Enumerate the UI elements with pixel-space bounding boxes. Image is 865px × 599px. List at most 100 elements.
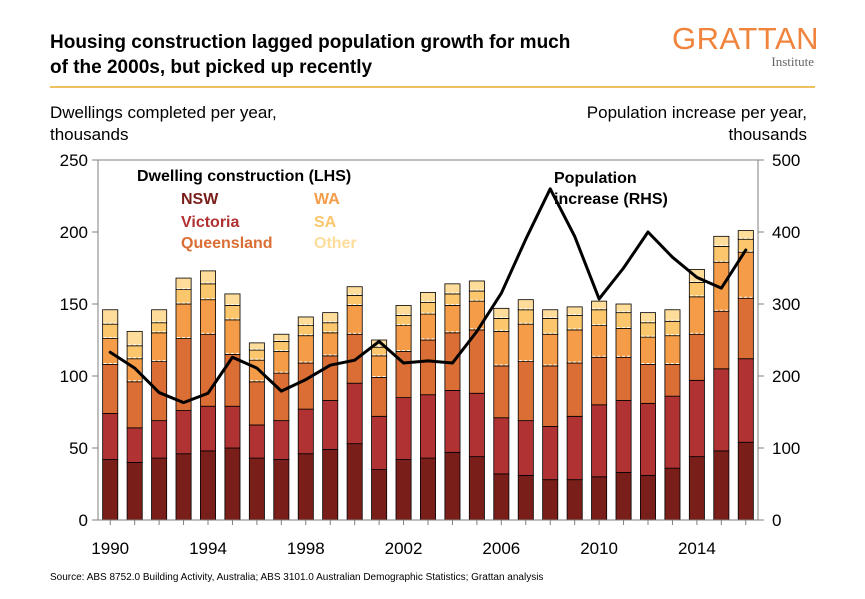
bar-queensland-2011 bbox=[615, 356, 632, 401]
bar-queensland-2012 bbox=[640, 364, 656, 404]
bar-queensland-1991 bbox=[126, 381, 143, 429]
chart-title: Housing construction lagged population g… bbox=[50, 30, 670, 80]
bar-other-1992 bbox=[151, 309, 168, 324]
bar-other-1991 bbox=[126, 330, 143, 347]
bar-sa-1992 bbox=[151, 322, 168, 334]
bar-other-2009 bbox=[566, 306, 583, 316]
chart-axes: 0 50 100 150 200 250 0 100 200 300 400 500 1990 1994 1… bbox=[60, 151, 801, 558]
bar-other-1999 bbox=[322, 312, 339, 324]
bar-sa-1990 bbox=[102, 323, 119, 339]
header-divider bbox=[50, 86, 815, 88]
bar-sa-2005 bbox=[468, 290, 485, 302]
x-tick-label-1998: 1998 bbox=[287, 539, 325, 558]
bar-queensland-2008 bbox=[542, 365, 559, 427]
bar-victoria-2000 bbox=[346, 382, 363, 445]
bar-wa-2007 bbox=[517, 323, 534, 363]
bar-wa-2014 bbox=[688, 296, 705, 335]
bar-queensland-2014 bbox=[688, 333, 705, 381]
bar-wa-1995 bbox=[224, 319, 241, 355]
bar-queensland-1999 bbox=[322, 355, 339, 401]
bar-other-2008 bbox=[542, 309, 559, 319]
bar-nsw-2011 bbox=[615, 472, 632, 521]
bar-victoria-2002 bbox=[395, 397, 412, 460]
x-tick-label-2014: 2014 bbox=[678, 539, 716, 558]
legend-item-sa: SA bbox=[314, 214, 337, 231]
legend-item-wa: WA bbox=[314, 191, 340, 208]
bar-victoria-1993 bbox=[175, 410, 192, 455]
bar-sa-1993 bbox=[175, 289, 192, 305]
bar-nsw-1997 bbox=[273, 459, 290, 521]
bar-victoria-2014 bbox=[688, 379, 705, 458]
bar-queensland-2009 bbox=[566, 362, 583, 417]
bar-other-2004 bbox=[444, 283, 461, 295]
bar-victoria-1992 bbox=[151, 420, 168, 459]
bar-victoria-1995 bbox=[224, 405, 241, 449]
bar-wa-2000 bbox=[346, 305, 363, 335]
bar-nsw-1990 bbox=[102, 459, 119, 521]
bar-wa-1991 bbox=[126, 358, 143, 383]
bar-wa-2006 bbox=[493, 330, 510, 367]
right-tick-label-200: 200 bbox=[772, 367, 800, 386]
bar-victoria-2012 bbox=[640, 402, 656, 476]
bar-other-2000 bbox=[346, 286, 363, 296]
bar-victoria-1994 bbox=[200, 405, 216, 452]
bar-wa-2001 bbox=[371, 355, 388, 378]
bar-nsw-1991 bbox=[126, 461, 143, 521]
bar-other-2016 bbox=[737, 230, 754, 240]
bar-victoria-1990 bbox=[102, 413, 119, 460]
bar-nsw-2015 bbox=[713, 450, 730, 521]
bar-wa-2008 bbox=[542, 333, 559, 367]
bar-sa-1998 bbox=[297, 325, 314, 337]
bar-nsw-2006 bbox=[493, 473, 510, 521]
bar-wa-1994 bbox=[200, 299, 216, 335]
bar-queensland-1997 bbox=[273, 372, 290, 422]
bar-wa-2010 bbox=[591, 325, 608, 358]
x-tick-label-2002: 2002 bbox=[385, 539, 423, 558]
bar-other-2002 bbox=[395, 305, 412, 316]
bar-wa-2002 bbox=[395, 325, 412, 352]
bar-other-2005 bbox=[468, 280, 485, 292]
bar-other-1996 bbox=[248, 342, 265, 351]
bar-nsw-2005 bbox=[468, 456, 485, 521]
x-tick-label-1990: 1990 bbox=[91, 539, 129, 558]
x-tick-label-2010: 2010 bbox=[580, 539, 618, 558]
bar-victoria-2007 bbox=[517, 420, 534, 476]
bar-nsw-2008 bbox=[542, 479, 559, 521]
bar-other-2012 bbox=[640, 312, 656, 324]
right-tick-label-300: 300 bbox=[772, 295, 800, 314]
bar-queensland-1990 bbox=[102, 364, 119, 414]
bar-sa-1999 bbox=[322, 322, 339, 334]
bar-sa-2008 bbox=[542, 317, 559, 335]
bar-wa-1992 bbox=[151, 332, 168, 362]
bar-other-2015 bbox=[713, 235, 730, 247]
bar-queensland-2015 bbox=[713, 310, 730, 370]
bar-victoria-2015 bbox=[713, 368, 730, 452]
bar-wa-1996 bbox=[248, 359, 265, 383]
bar-victoria-1999 bbox=[322, 400, 339, 450]
legend-item-victoria: Victoria bbox=[181, 214, 240, 231]
bar-victoria-1997 bbox=[273, 420, 290, 460]
legend-title-population-1: Population bbox=[554, 170, 637, 187]
bar-nsw-2002 bbox=[395, 459, 412, 521]
bar-wa-1993 bbox=[175, 303, 192, 339]
left-tick-label-150: 150 bbox=[60, 295, 88, 314]
right-axis-label: Population increase per year, thousands bbox=[586, 103, 807, 144]
bar-victoria-2004 bbox=[444, 389, 461, 453]
bar-nsw-1995 bbox=[224, 447, 241, 521]
bar-other-1997 bbox=[273, 333, 290, 342]
bar-nsw-1992 bbox=[151, 457, 168, 521]
bar-nsw-2007 bbox=[517, 474, 534, 521]
stacked-bars bbox=[102, 230, 754, 521]
bar-other-1994 bbox=[200, 270, 216, 285]
bar-victoria-1991 bbox=[126, 427, 143, 463]
bar-sa-2009 bbox=[566, 315, 583, 331]
bar-sa-1994 bbox=[200, 283, 216, 301]
bar-other-1998 bbox=[297, 316, 314, 326]
bar-victoria-1998 bbox=[297, 408, 314, 455]
legend-item-other: Other bbox=[314, 235, 357, 252]
bar-nsw-1993 bbox=[175, 453, 192, 521]
bar-victoria-2008 bbox=[542, 425, 559, 481]
bar-nsw-2010 bbox=[591, 476, 608, 521]
bar-wa-2011 bbox=[615, 328, 632, 358]
